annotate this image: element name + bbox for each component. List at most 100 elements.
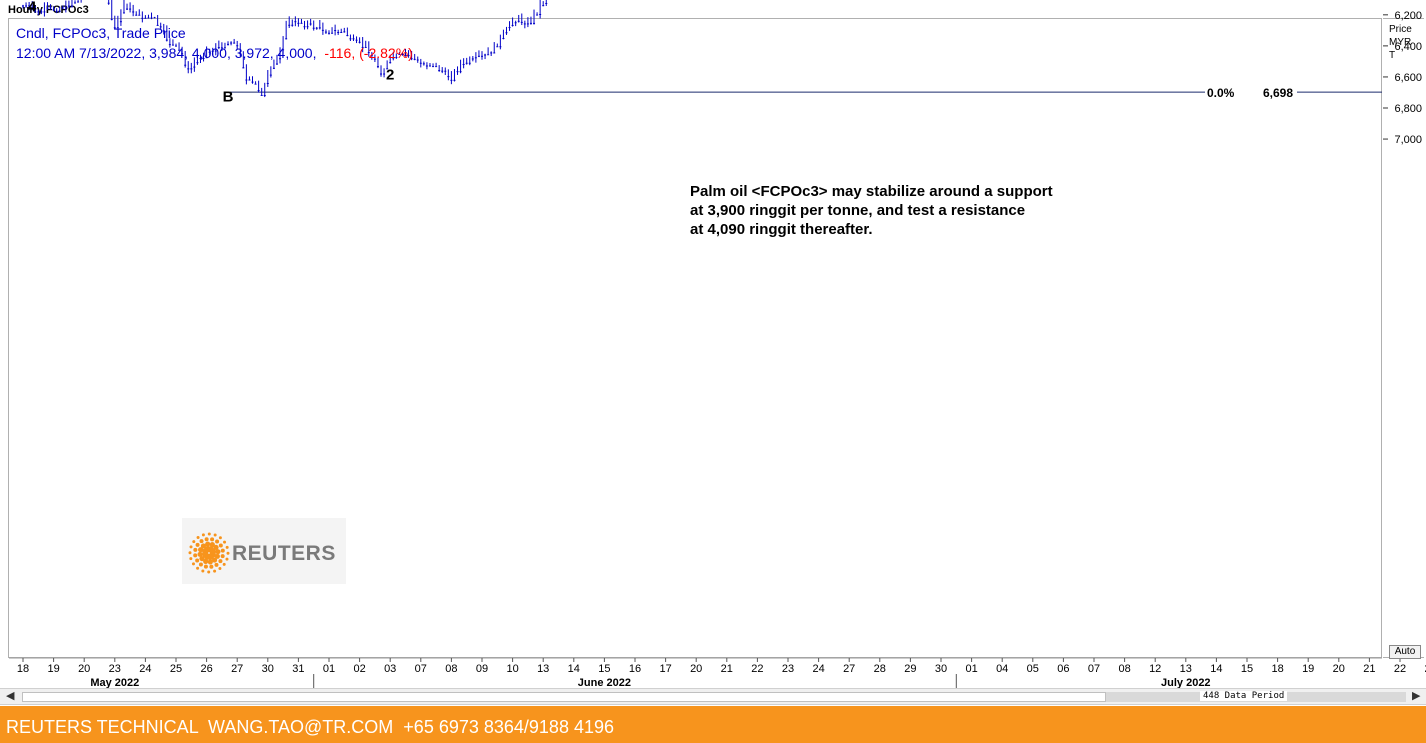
logo-dot (222, 562, 226, 566)
candle-body (545, 2, 548, 4)
auto-scale-button[interactable]: Auto (1389, 645, 1421, 659)
logo-dot (204, 537, 209, 542)
candle-body (352, 38, 355, 40)
day-tick-label: 21 (721, 663, 733, 675)
data-period-label: 448 Data Period (1200, 691, 1288, 701)
day-tick-label: 23 (782, 663, 794, 675)
candle-body (159, 26, 162, 28)
candle-body (376, 66, 379, 68)
logo-dot (196, 535, 200, 539)
candle-body (74, 2, 77, 4)
candle-body (285, 38, 288, 40)
logo-dot (200, 543, 207, 549)
candle-body (346, 35, 349, 37)
candle-body (450, 79, 453, 81)
day-tick-label: 09 (476, 663, 488, 675)
candle-body (288, 24, 291, 26)
candle-body (46, 7, 49, 9)
scroll-right-arrow-icon[interactable]: ▶ (1412, 690, 1421, 702)
day-tick-label: 06 (1057, 663, 1069, 675)
candle-body (77, 1, 80, 3)
logo-dot (198, 547, 204, 553)
chart-plot[interactable]: 0.0%6,698123.6%5,086138.2%4,896176.4%4,3… (0, 0, 1426, 688)
candle-body (392, 57, 395, 59)
candle-body (269, 74, 272, 76)
day-tick-label: 15 (1241, 663, 1253, 675)
wave-label: 4 (28, 0, 37, 15)
candle-series (22, 0, 548, 98)
candle-body (328, 32, 330, 34)
candle-body (223, 47, 226, 49)
candle-body (364, 46, 367, 48)
candle-body (444, 70, 447, 72)
day-tick-label: 10 (506, 663, 518, 675)
candle-body (321, 29, 324, 31)
candle-body (279, 58, 282, 60)
logo-dot (214, 553, 220, 559)
logo-dot (193, 547, 198, 552)
candle-body (398, 53, 401, 55)
scroll-thumb[interactable] (22, 692, 1106, 702)
day-tick-label: 18 (17, 663, 29, 675)
logo-dot (199, 555, 205, 562)
candle-body (481, 55, 483, 57)
candle-body (300, 22, 303, 24)
day-tick-label: 13 (537, 663, 549, 675)
candle-body (220, 47, 223, 49)
month-label: May 2022 (90, 677, 139, 688)
chart-legend: Cndl, FCPOc3, Trade Price 12:00 AM 7/13/… (16, 25, 413, 61)
candle-body (230, 42, 233, 44)
candle-body (367, 52, 370, 54)
candle-body (383, 73, 386, 75)
day-tick-label: 24 (139, 663, 151, 675)
candle-body (465, 62, 468, 64)
candle-body (334, 30, 337, 32)
day-tick-label: 07 (1088, 663, 1100, 675)
candle-body (49, 7, 52, 9)
reuters-dots-icon (188, 532, 230, 574)
candle-body (358, 41, 361, 43)
logo-dot (209, 548, 216, 555)
candle-body (315, 27, 318, 29)
candle-body (361, 46, 364, 48)
day-tick-label: 07 (415, 663, 427, 675)
candle-body (422, 63, 425, 65)
note-line-2: at 3,900 ringgit per tonne, and test a r… (690, 202, 1025, 219)
candle-body (184, 64, 187, 66)
candle-body (490, 52, 493, 54)
time-scrollbar[interactable]: ◀ 448 Data Period ▶ (0, 688, 1426, 705)
logo-dot (225, 545, 229, 549)
candle-body (242, 67, 245, 69)
candle-body (153, 17, 156, 19)
candle-body (419, 62, 422, 64)
day-tick-label: 08 (445, 663, 457, 675)
candle-body (138, 14, 141, 16)
candle-body (181, 53, 184, 55)
logo-dot (218, 536, 222, 540)
candle-body (459, 71, 462, 73)
candle-body (227, 43, 230, 45)
candle-body (425, 65, 428, 67)
candle-body (523, 23, 526, 25)
candle-body (165, 39, 168, 41)
logo-dot (215, 539, 220, 544)
price-tick-label: 6,400 (1394, 41, 1422, 53)
candle-body (257, 90, 260, 92)
footer-bar: REUTERS TECHNICAL WANG.TAO@TR.COM +65 69… (0, 706, 1426, 743)
logo-dot (188, 551, 192, 555)
logo-dot (189, 545, 193, 549)
scroll-left-arrow-icon[interactable]: ◀ (6, 690, 15, 702)
logo-dot (213, 569, 217, 573)
candle-body (331, 32, 334, 34)
candle-body (147, 17, 150, 19)
candle-body (144, 17, 147, 19)
logo-dot (211, 557, 218, 563)
logo-dot (207, 559, 213, 565)
candle-body (438, 70, 441, 72)
candle-body (175, 45, 177, 47)
candle-body (373, 58, 376, 60)
candle-body (263, 94, 266, 96)
day-tick-label: 19 (47, 663, 59, 675)
day-tick-label: 26 (200, 663, 212, 675)
candle-body (205, 57, 208, 59)
